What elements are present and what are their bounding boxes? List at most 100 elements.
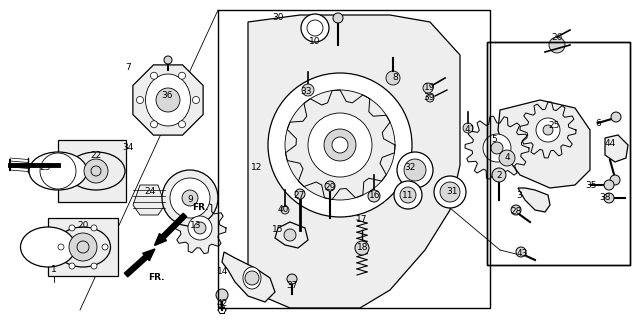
Text: 32: 32 [404,164,416,172]
Circle shape [268,73,412,217]
Ellipse shape [243,267,261,289]
Circle shape [69,263,75,269]
Polygon shape [133,65,203,135]
Circle shape [400,187,416,203]
Circle shape [137,97,144,103]
Ellipse shape [29,152,87,190]
Circle shape [245,271,259,285]
Text: 12: 12 [251,164,263,172]
Polygon shape [520,102,576,158]
Circle shape [102,244,108,250]
FancyArrow shape [124,249,155,277]
Circle shape [543,125,553,135]
Circle shape [492,168,506,182]
Circle shape [295,189,305,199]
Text: 19: 19 [424,83,436,92]
Circle shape [91,166,101,176]
Circle shape [69,225,75,231]
Text: 31: 31 [446,188,458,196]
Circle shape [611,112,621,122]
Circle shape [91,225,97,231]
Circle shape [332,137,348,153]
Text: 3: 3 [516,190,522,199]
Text: 2: 2 [496,171,502,180]
Circle shape [511,205,521,215]
Text: 18: 18 [358,244,369,252]
Text: FR.: FR. [148,274,164,283]
Polygon shape [518,188,550,212]
Text: 24: 24 [144,188,156,196]
Circle shape [284,229,296,241]
Text: 17: 17 [356,215,368,225]
Bar [487,42,630,265]
Text: 30: 30 [272,13,284,22]
Text: 28: 28 [511,207,522,217]
Text: 15: 15 [272,226,284,235]
Bar [48,218,118,276]
Polygon shape [286,90,395,199]
Circle shape [178,121,185,128]
Circle shape [150,72,157,79]
Text: 40: 40 [277,205,289,214]
Bar [487,42,630,265]
Circle shape [333,13,343,23]
Text: 33: 33 [300,87,312,97]
Circle shape [178,72,185,79]
Bar [218,10,490,308]
Circle shape [491,142,503,154]
Circle shape [404,159,426,181]
Text: 25: 25 [548,121,559,130]
Text: 39: 39 [424,92,435,101]
Circle shape [549,37,565,53]
Text: 37: 37 [286,282,298,291]
Text: 14: 14 [217,268,229,276]
Polygon shape [498,100,590,188]
Text: 11: 11 [402,191,414,201]
Text: 36: 36 [161,91,173,100]
Circle shape [164,56,172,64]
Text: 8: 8 [392,74,398,83]
Circle shape [188,216,212,240]
Circle shape [281,206,289,214]
Text: 44: 44 [605,139,615,148]
Polygon shape [248,15,460,308]
Circle shape [84,159,108,183]
Circle shape [301,14,329,42]
Text: 22: 22 [90,151,102,161]
Circle shape [324,129,356,161]
Text: 7: 7 [125,63,131,73]
Polygon shape [605,135,628,162]
Text: 6: 6 [595,118,601,127]
Circle shape [325,181,335,191]
Circle shape [285,90,395,200]
Circle shape [170,178,210,218]
Circle shape [423,83,433,93]
Ellipse shape [67,152,125,190]
Circle shape [287,274,297,284]
Circle shape [463,123,473,133]
Text: 35: 35 [585,180,597,189]
Text: 16: 16 [369,191,381,201]
Circle shape [483,134,511,162]
Text: 20: 20 [77,221,89,230]
Circle shape [440,182,460,202]
Text: 43: 43 [516,250,528,259]
Circle shape [516,247,526,257]
Text: 38: 38 [599,194,611,203]
Circle shape [150,121,157,128]
Ellipse shape [55,227,110,267]
Text: 4: 4 [504,154,510,163]
Circle shape [368,190,380,202]
Bar [58,140,126,202]
Ellipse shape [145,74,190,126]
Text: FR.: FR. [192,203,208,212]
Circle shape [182,190,198,206]
Circle shape [216,289,228,301]
Circle shape [308,113,372,177]
Text: 42: 42 [217,300,227,308]
Text: 26: 26 [551,33,563,42]
Circle shape [434,176,466,208]
Circle shape [69,233,97,261]
Circle shape [162,170,218,226]
Text: 9: 9 [187,196,193,204]
